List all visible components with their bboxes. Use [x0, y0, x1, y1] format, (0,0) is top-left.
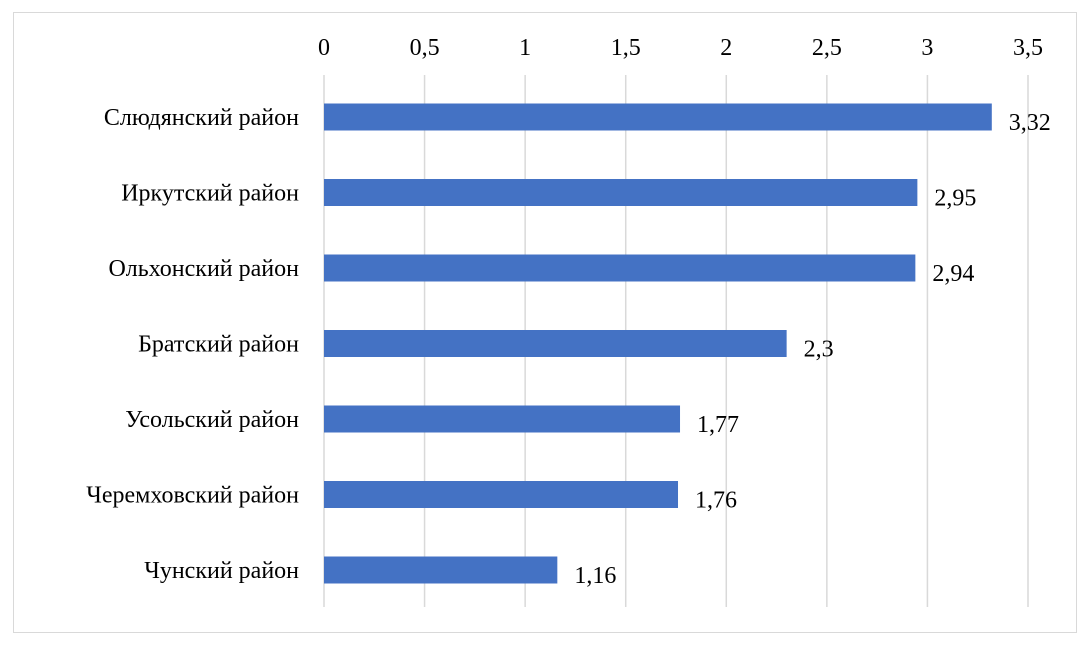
- bar: [324, 254, 916, 282]
- category-label: Ольхонский район: [108, 256, 299, 282]
- data-label: 3,32: [1009, 110, 1051, 136]
- category-label: Усольский район: [125, 407, 299, 433]
- category-label: Чунский район: [144, 558, 299, 584]
- category-label: Слюдянский район: [104, 105, 299, 131]
- x-tick-label: 3,5: [1013, 35, 1043, 61]
- bar: [324, 405, 681, 433]
- data-label: 2,94: [932, 261, 974, 287]
- x-tick-label: 2,5: [812, 35, 842, 61]
- x-axis-tick-labels: 0 0,5 1 1,5 2 2,5 3 3,5: [318, 35, 1043, 61]
- x-tick-label: 1: [519, 35, 531, 61]
- data-label: 1,77: [697, 412, 739, 438]
- category-label: Иркутский район: [121, 181, 299, 207]
- bars: [324, 103, 992, 584]
- data-labels: 3,32 2,95 2,94 2,3 1,77 1,76 1,16: [574, 110, 1050, 589]
- category-labels: Слюдянский район Иркутский район Ольхонски…: [86, 105, 299, 584]
- bar: [324, 481, 679, 508]
- bar: [324, 330, 787, 357]
- category-label: Братский район: [138, 332, 299, 358]
- data-label: 2,95: [934, 186, 976, 212]
- x-tick-label: 2: [720, 35, 732, 61]
- data-label: 1,76: [695, 488, 737, 514]
- x-tick-label: 0: [318, 35, 330, 61]
- bar: [324, 103, 992, 131]
- x-tick-label: 0,5: [410, 35, 440, 61]
- category-label: Черемховский район: [86, 483, 299, 509]
- data-label: 1,16: [574, 563, 616, 589]
- bar: [324, 179, 918, 206]
- x-tick-label: 3: [921, 35, 933, 61]
- x-tick-label: 1,5: [611, 35, 641, 61]
- bar: [324, 556, 558, 584]
- data-label: 2,3: [804, 337, 834, 363]
